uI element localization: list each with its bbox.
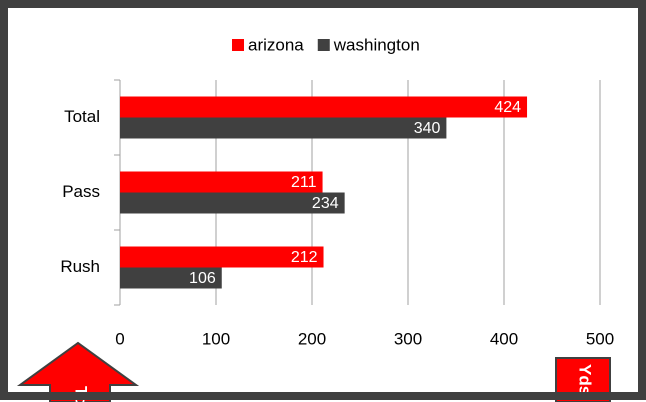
value-label: 340	[414, 120, 441, 137]
y-tick-label: Rush	[60, 257, 100, 276]
x-tick-label: 400	[490, 329, 518, 348]
x-tick-label: 100	[202, 329, 230, 348]
x-tick-label: 200	[298, 329, 326, 348]
bar	[120, 192, 345, 214]
value-label: 212	[291, 249, 318, 266]
value-label: 106	[189, 270, 216, 287]
bar	[120, 267, 222, 289]
x-tick-label: 0	[115, 329, 124, 348]
bar	[120, 171, 323, 193]
value-label: 234	[312, 195, 339, 212]
value-label: 424	[494, 99, 521, 116]
bar	[120, 117, 447, 139]
annotation: Yds	[576, 364, 595, 395]
legend-swatch	[317, 39, 330, 51]
value-label: 211	[291, 174, 317, 191]
bar	[120, 96, 528, 118]
y-tick-label: Pass	[62, 182, 100, 201]
x-tick-label: 500	[586, 329, 614, 348]
plot: 0 100 200 300 400 500 Total 424 340 Pass 211 234 Rus…	[60, 35, 614, 348]
legend-label: arizona	[248, 35, 304, 54]
bar	[120, 246, 324, 268]
legend-label: washington	[333, 35, 420, 54]
y-tick-label: Total	[64, 107, 100, 126]
x-tick-label: 300	[394, 329, 422, 348]
legend-swatch	[232, 39, 244, 51]
